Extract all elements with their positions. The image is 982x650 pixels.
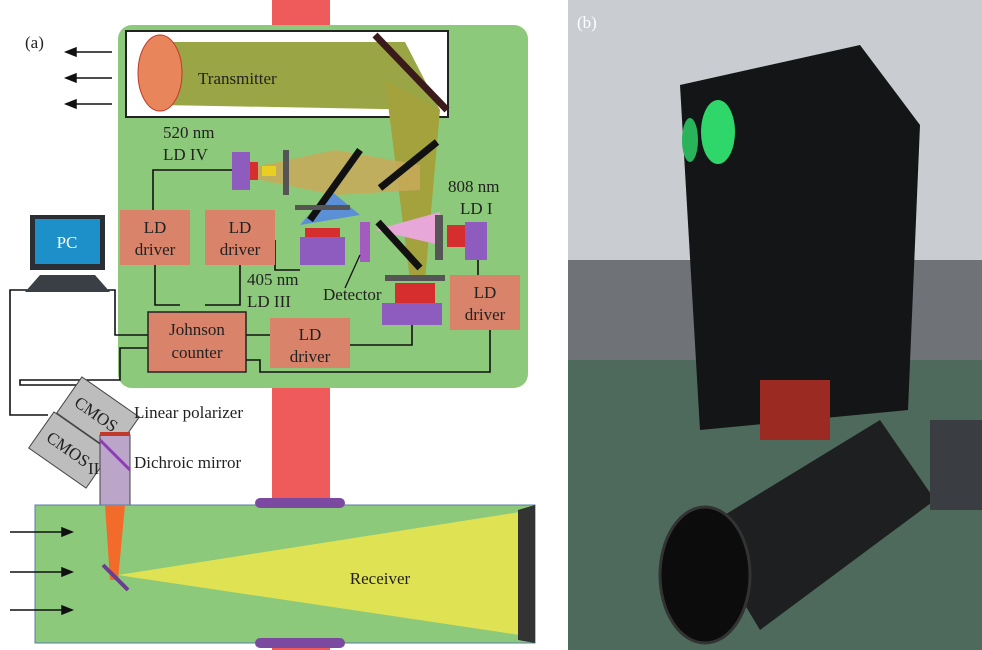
driver-label: driver xyxy=(135,240,176,259)
counter-label: Johnson xyxy=(169,320,225,339)
laser-name: LD I xyxy=(460,199,493,218)
aperture xyxy=(283,150,289,195)
panel-label: (a) xyxy=(25,33,44,52)
driver-label: LD xyxy=(229,218,252,237)
transmitter-label: Transmitter xyxy=(198,69,277,88)
figure: Transmitter 520 nm LD IV 808 nm LD I 405… xyxy=(0,0,982,650)
laser-name: LD IV xyxy=(163,145,209,164)
aperture xyxy=(435,215,443,260)
laser-wavelength: 405 nm xyxy=(247,270,298,289)
receiver-label: Receiver xyxy=(350,569,411,588)
lens-glow xyxy=(701,100,735,164)
laser-wavelength: 520 nm xyxy=(163,123,214,142)
lens-glow xyxy=(682,118,698,162)
laser-part xyxy=(447,225,467,247)
polarizer xyxy=(100,432,130,436)
laser-part xyxy=(262,166,276,176)
driver-label: driver xyxy=(220,240,261,259)
laser-520 xyxy=(232,152,250,190)
laser-part xyxy=(395,283,435,303)
panel-label: (b) xyxy=(577,13,597,32)
polarizer-label: Linear polarizer xyxy=(134,403,243,422)
laser-405 xyxy=(300,237,345,265)
aperture xyxy=(385,275,445,281)
primary-mirror xyxy=(518,505,535,643)
window xyxy=(255,498,345,508)
detector-label: Detector xyxy=(323,285,382,304)
pc: PC xyxy=(25,215,110,292)
window xyxy=(255,638,345,648)
detector-element xyxy=(360,222,370,262)
telescope-aperture xyxy=(660,507,750,643)
laser-name: LD III xyxy=(247,292,291,311)
dichroic-label: Dichroic mirror xyxy=(134,453,241,472)
camera-index: II xyxy=(88,459,100,478)
laser-part xyxy=(305,228,340,237)
mount xyxy=(760,380,830,440)
driver-label: driver xyxy=(290,347,331,366)
panel-a: Transmitter 520 nm LD IV 808 nm LD I 405… xyxy=(10,0,535,650)
laptop xyxy=(930,420,982,510)
laser-wavelength: 808 nm xyxy=(448,177,499,196)
panel-b: (b) xyxy=(568,0,982,650)
laser-808 xyxy=(465,222,487,260)
laser-part xyxy=(250,162,258,180)
lens xyxy=(138,35,182,111)
pc-label: PC xyxy=(57,233,78,252)
keyboard xyxy=(25,275,110,292)
driver-label: driver xyxy=(465,305,506,324)
counter-label: counter xyxy=(172,343,223,362)
aperture xyxy=(295,205,350,210)
laser-block xyxy=(382,303,442,325)
driver-label: LD xyxy=(144,218,167,237)
output-arrows xyxy=(66,48,112,108)
driver-label: LD xyxy=(474,283,497,302)
driver-label: LD xyxy=(299,325,322,344)
